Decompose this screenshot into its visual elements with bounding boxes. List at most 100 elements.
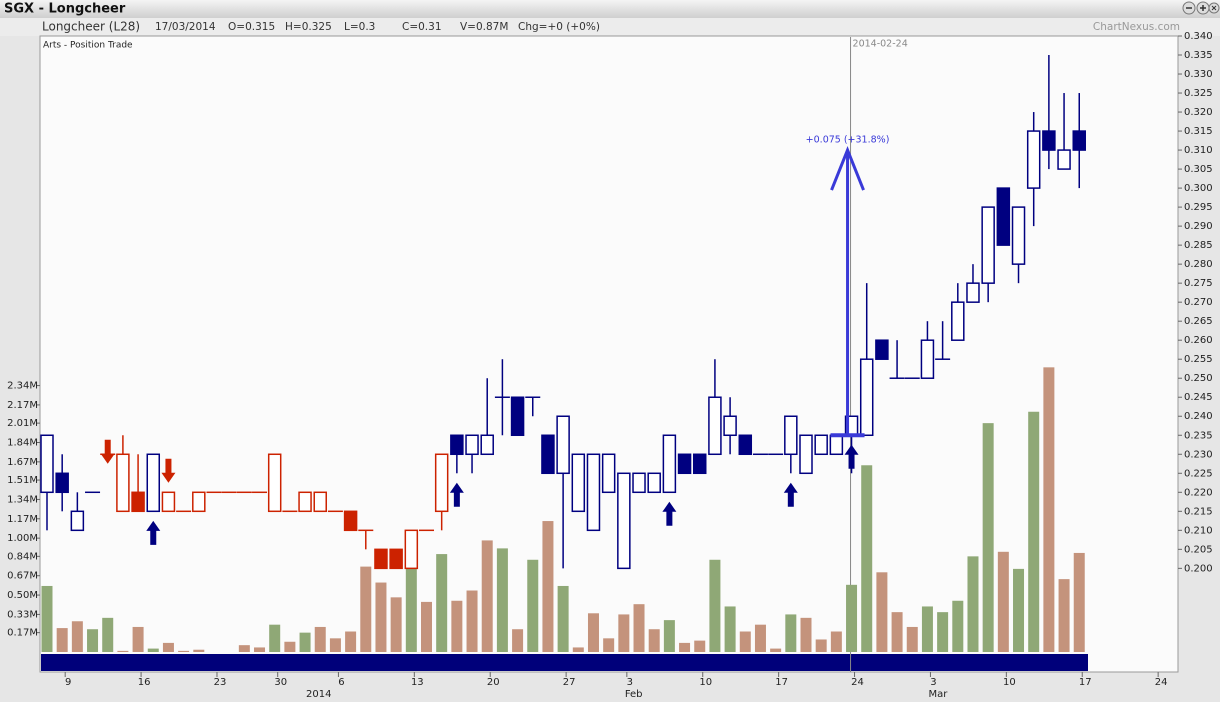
- volume-bar: [967, 556, 979, 652]
- candle-body: [859, 358, 874, 437]
- volume-bar: [527, 559, 539, 652]
- volume-bar: [1058, 579, 1070, 652]
- candle-body: [541, 434, 555, 475]
- y-tick-label: 0.290: [1184, 221, 1213, 232]
- volume-bar: [1043, 367, 1055, 652]
- x-tick-label: 27: [563, 677, 576, 688]
- volume-bar: [405, 566, 417, 652]
- volume-bar: [451, 600, 463, 652]
- y-tick-label: 0.210: [1184, 525, 1213, 536]
- gain-arrowhead: [830, 146, 865, 191]
- gain-label: +0.075 (+31.8%): [806, 135, 890, 146]
- x-tick-label: 17: [1079, 677, 1092, 688]
- window-title: SGX - Longcheer: [4, 2, 126, 17]
- volume-bar: [906, 626, 918, 652]
- y-tick-label: 0.295: [1184, 202, 1213, 213]
- y2-tick-label: 0.17M: [7, 628, 38, 639]
- candle-body: [723, 415, 737, 437]
- y2-tick-label: 0.33M: [7, 609, 38, 620]
- x-tick-label: 9: [65, 677, 71, 688]
- y2-tick-label: 2.34M: [7, 381, 38, 392]
- volume-bar: [861, 465, 873, 652]
- volume-bar: [921, 606, 933, 652]
- y-tick-label: 0.315: [1184, 126, 1213, 137]
- y-tick-label: 0.260: [1184, 335, 1213, 346]
- volume-bar: [709, 559, 721, 652]
- candle-body: [161, 491, 176, 513]
- y-tick-label: 0.255: [1184, 354, 1213, 365]
- y2-tick-label: 2.01M: [7, 418, 38, 429]
- volume-bar: [603, 638, 615, 652]
- candle-body: [814, 434, 828, 456]
- y-tick-label: 0.325: [1184, 88, 1213, 99]
- candle-body: [981, 206, 995, 284]
- y2-tick-label: 2.17M: [7, 400, 38, 411]
- y2-tick-label: 1.51M: [7, 475, 38, 486]
- info-close: C=0.31: [402, 21, 442, 33]
- volume-bar: [193, 649, 205, 652]
- window-buttons[interactable]: [1182, 1, 1220, 15]
- candle-body: [708, 396, 722, 456]
- month-label: Mar: [928, 689, 948, 700]
- volume-bar: [1013, 568, 1025, 652]
- month-label: 2014: [306, 689, 331, 700]
- subtitle: Arts - Position Trade: [43, 41, 133, 51]
- x-tick-label: 16: [138, 677, 151, 688]
- volume-bar: [815, 639, 827, 652]
- y2-tick-label: 1.84M: [7, 437, 38, 448]
- y-tick-label: 0.200: [1184, 563, 1213, 574]
- volume-bar: [436, 554, 448, 652]
- y-tick-label: 0.205: [1184, 544, 1213, 555]
- candle-body: [510, 396, 525, 437]
- stock-name: Longcheer (L28): [42, 20, 140, 34]
- y-tick-label: 0.235: [1184, 430, 1213, 441]
- y-tick-label: 0.220: [1184, 487, 1213, 498]
- candle-body: [343, 510, 358, 532]
- candle-body: [556, 415, 570, 475]
- volume-bar: [694, 640, 706, 652]
- volume-bar: [162, 642, 174, 652]
- candle-body: [586, 453, 601, 532]
- candle-body: [389, 548, 403, 570]
- sell-arrow: [100, 439, 115, 464]
- info-date: 17/03/2014: [155, 21, 216, 33]
- y-tick-label: 0.310: [1184, 145, 1213, 156]
- volume-bar: [329, 638, 341, 652]
- y-tick-label: 0.300: [1184, 183, 1213, 194]
- volume-bar: [800, 617, 812, 652]
- buy-arrow: [783, 482, 798, 507]
- volume-bar: [269, 624, 281, 652]
- volume-bar: [785, 614, 797, 652]
- y-tick-label: 0.225: [1184, 468, 1213, 479]
- y-tick-label: 0.305: [1184, 164, 1213, 175]
- candle-body: [298, 491, 312, 513]
- x-tick-label: 17: [775, 677, 788, 688]
- x-tick-label: 13: [411, 677, 424, 688]
- candle-body: [374, 548, 388, 570]
- volume-bar: [648, 629, 660, 652]
- candle-body: [966, 282, 980, 303]
- volume-bar: [937, 612, 949, 652]
- candle-body: [875, 339, 889, 360]
- volume-bar: [132, 626, 144, 652]
- candle-body: [784, 415, 798, 456]
- candle-body: [146, 453, 161, 513]
- y-tick-label: 0.215: [1184, 506, 1213, 517]
- x-tick-label: 24: [1155, 677, 1168, 688]
- volume-bar: [557, 585, 569, 652]
- date-strip: [41, 654, 1088, 671]
- candle-body: [738, 434, 753, 456]
- volume-bar: [587, 613, 599, 652]
- y-tick-label: 0.275: [1184, 278, 1213, 289]
- candle-body: [313, 491, 327, 513]
- x-tick-label: 6: [338, 677, 344, 688]
- y-tick-label: 0.330: [1184, 69, 1213, 80]
- sell-arrow: [161, 458, 176, 483]
- volume-bar: [876, 572, 888, 652]
- candle-body: [55, 472, 69, 494]
- y2-tick-label: 0.67M: [7, 571, 38, 582]
- candle-body: [465, 434, 479, 456]
- volume-bar: [178, 650, 190, 652]
